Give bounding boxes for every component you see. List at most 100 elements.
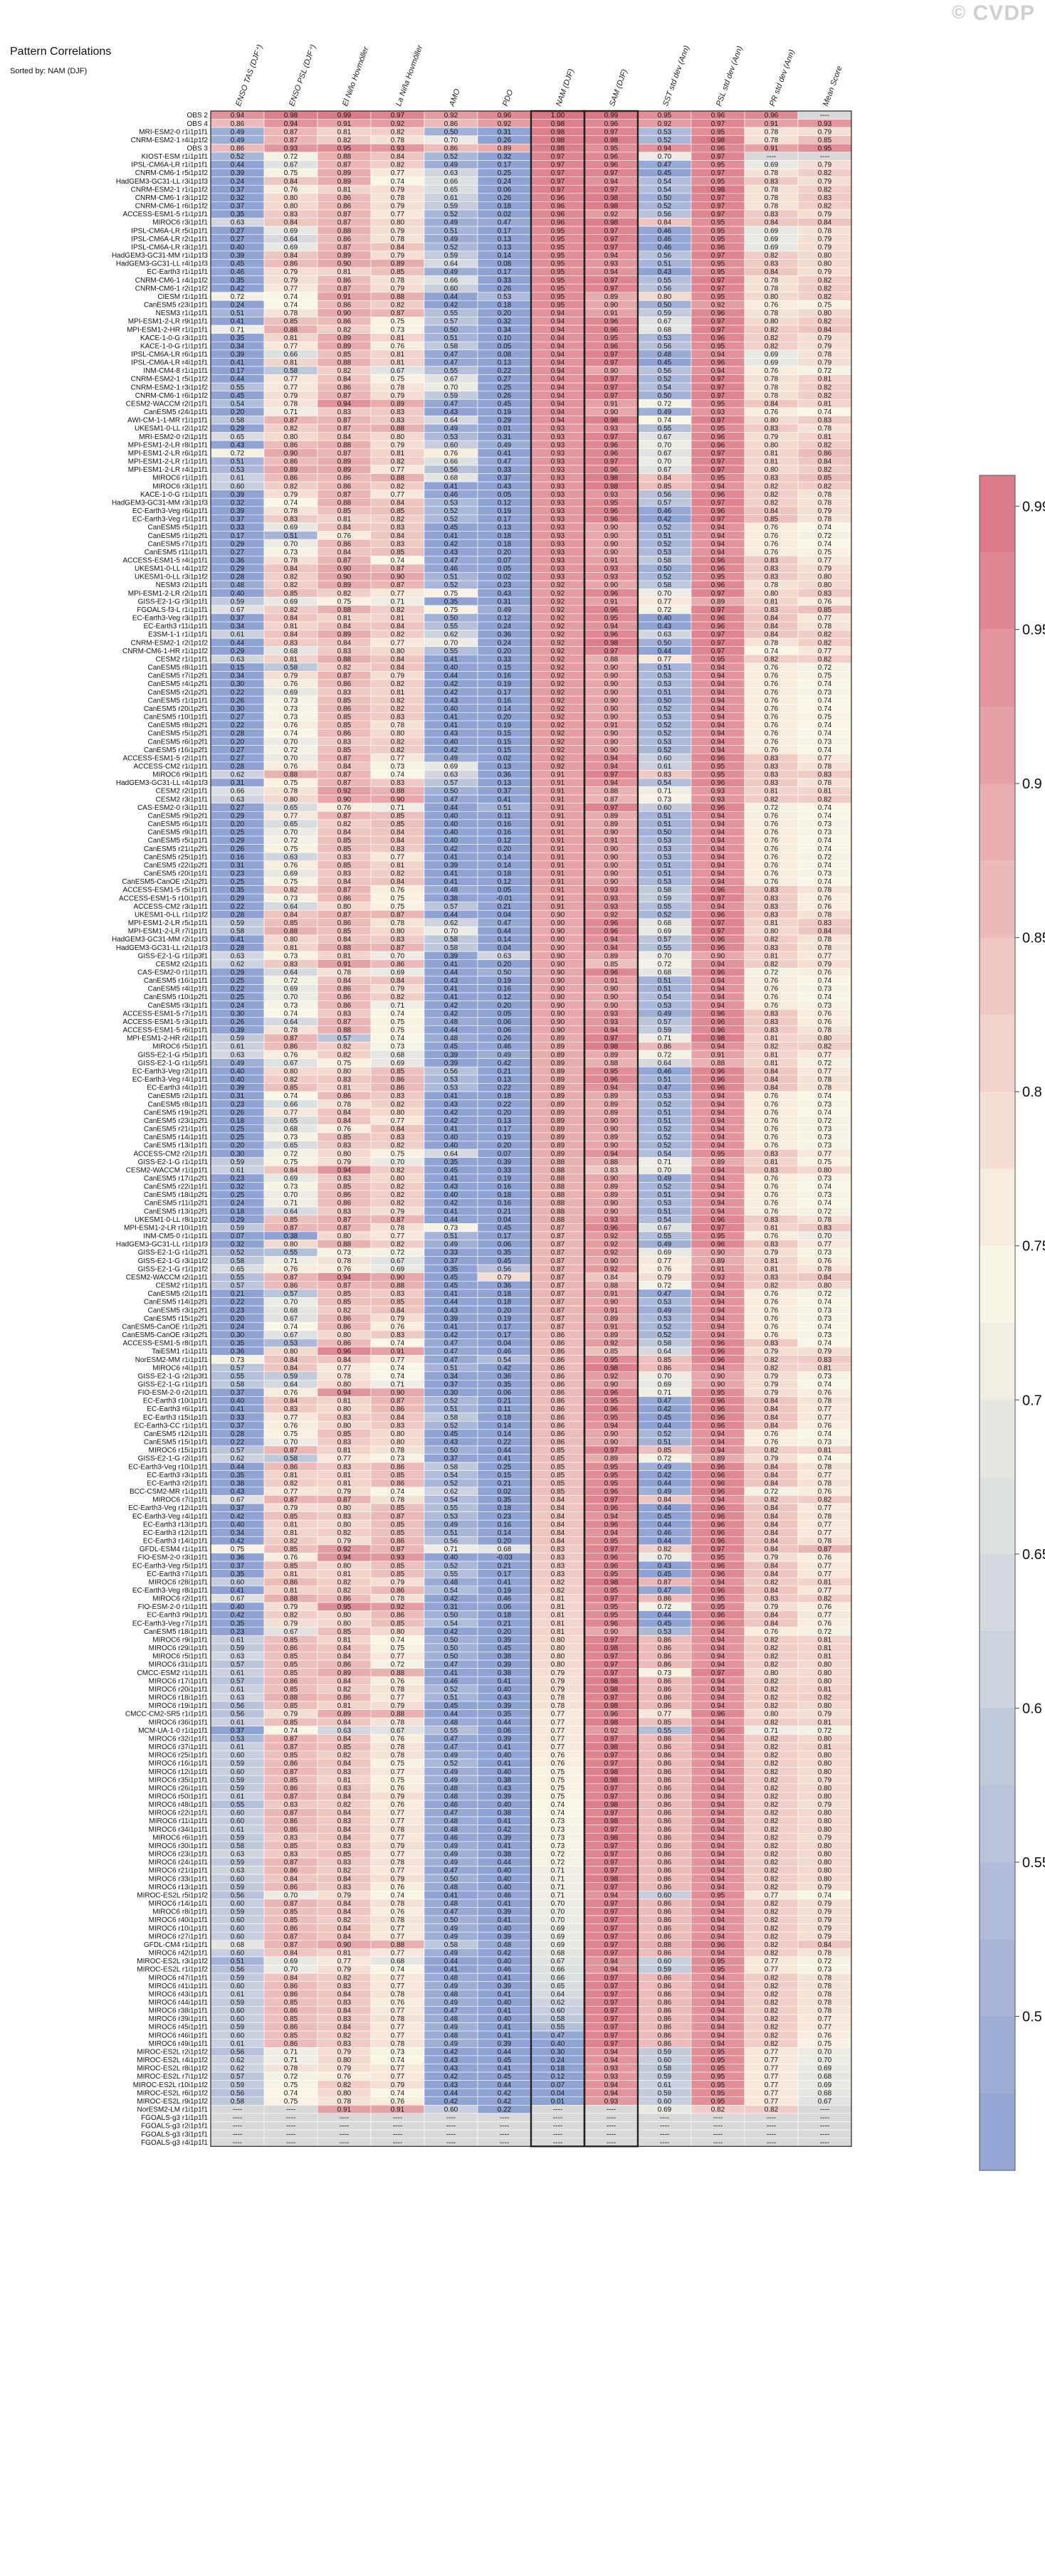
cell-value: 0.41 (498, 1578, 512, 1586)
cell-value: 0.15 (231, 664, 245, 672)
cell-value: 0.73 (818, 738, 832, 746)
cell-value: 0.74 (818, 730, 832, 738)
cell-value: 0.80 (284, 433, 298, 441)
cell-value: 0.97 (604, 1035, 619, 1042)
cell-value: 0.80 (765, 417, 779, 425)
cell-value: 0.37 (444, 1381, 458, 1389)
cell-value: 0.83 (391, 714, 405, 722)
cell-value: 0.56 (444, 1067, 458, 1075)
cell-value: 0.54 (658, 186, 672, 194)
cell-value: 0.90 (604, 1299, 619, 1307)
cell-value: 0.82 (818, 285, 832, 292)
cell-value: 0.51 (444, 1405, 458, 1413)
cell-value: 0.87 (551, 1290, 565, 1298)
cell-value: 0.94 (711, 482, 725, 490)
cell-value: 0.94 (551, 400, 565, 408)
cell-value: 0.25 (231, 1191, 245, 1199)
cell-value: 0.36 (231, 1554, 245, 1562)
cell-value: 0.57 (444, 903, 458, 911)
cell-value: 0.97 (604, 359, 619, 367)
cell-value: 0.74 (391, 1340, 405, 1348)
cell-value: 0.89 (551, 1150, 565, 1158)
cell-value: 0.69 (765, 351, 779, 359)
cell-value: 0.93 (551, 565, 565, 573)
cell-value: 0.52 (658, 746, 672, 754)
cell-value: 0.82 (337, 1578, 352, 1586)
cell-value: 0.81 (818, 1653, 832, 1661)
cell-value: 0.95 (551, 243, 565, 251)
cell-value: 0.78 (818, 911, 832, 919)
cell-value: 0.96 (711, 1472, 725, 1479)
cell-value: 0.94 (551, 376, 565, 384)
cell-value: 0.85 (337, 862, 352, 870)
cell-value: 0.82 (765, 499, 779, 507)
cell-value: 0.89 (604, 812, 619, 820)
cell-value: 0.84 (284, 1166, 298, 1174)
cell-value: 0.47 (658, 162, 672, 169)
cell-value: 0.95 (711, 268, 725, 276)
cell-value: 0.82 (818, 318, 832, 326)
cell-value: 0.72 (658, 1455, 672, 1463)
row-label: MPI-ESM1-2-LR r5i1p1f1 (128, 919, 209, 927)
cell-value: 0.77 (818, 1504, 832, 1512)
cell-value: 0.85 (284, 1702, 298, 1710)
cell-value: 0.75 (444, 590, 458, 598)
cell-value: 0.81 (337, 268, 352, 276)
cell-value: 0.53 (658, 128, 672, 136)
cell-value: 0.96 (711, 1216, 725, 1224)
cell-value: 0.90 (551, 928, 565, 936)
cell-value: 0.94 (551, 318, 565, 326)
cell-value: 0.94 (711, 1134, 725, 1141)
row-label: FIO-ESM-2-0 r2i1p1f1 (138, 1389, 209, 1397)
cell-value: 0.97 (604, 1694, 619, 1702)
cell-value: 0.92 (551, 763, 565, 771)
cell-value: 0.83 (337, 689, 352, 697)
cell-value: 0.79 (765, 1373, 779, 1381)
cell-value: 0.73 (391, 763, 405, 771)
cell-value: 0.39 (231, 507, 245, 515)
cell-value: 0.87 (337, 911, 352, 919)
cell-value: 0.78 (391, 384, 405, 391)
cell-value: 0.86 (337, 277, 352, 285)
row-label: ACCESS-ESM1-5 r4i1p1f1 (123, 557, 209, 565)
cell-value: 0.94 (551, 342, 565, 350)
cell-value: 0.78 (818, 763, 832, 771)
cell-value: 0.27 (231, 227, 245, 235)
cell-value: 0.39 (444, 952, 458, 960)
cell-value: 0.47 (444, 400, 458, 408)
cell-value: 0.96 (711, 310, 725, 317)
cell-value: 0.72 (818, 1060, 832, 1067)
cell-value: 0.04 (498, 1216, 512, 1224)
row-label: CNRM-CM6-1 r5i1p1f2 (135, 169, 209, 177)
cell-value: 0.16 (498, 829, 512, 837)
cell-value: 0.73 (818, 829, 832, 837)
row-label: HadGEM3-GC31-LL r3i1p1f3 (116, 178, 209, 186)
cell-value: 0.96 (604, 450, 619, 458)
cell-value: 0.88 (337, 441, 352, 449)
cell-value: 0.29 (231, 540, 245, 548)
cell-value: 0.79 (818, 565, 832, 573)
cell-value: 0.87 (337, 417, 352, 425)
cell-value: 0.82 (337, 590, 352, 598)
cell-value: 0.44 (444, 1027, 458, 1035)
cell-value: 0.74 (818, 1323, 832, 1331)
cell-value: 0.40 (444, 812, 458, 820)
cell-value: 0.94 (711, 1677, 725, 1685)
cell-value: 0.74 (818, 804, 832, 812)
cell-value: 0.84 (765, 219, 779, 227)
cell-value: 0.91 (604, 400, 619, 408)
cell-value: 0.44 (498, 1447, 512, 1455)
cell-value: 0.81 (551, 1628, 565, 1636)
cell-value: 0.70 (444, 137, 458, 144)
cell-value: 0.76 (765, 722, 779, 729)
cell-value: 0.94 (551, 359, 565, 367)
cell-value: 0.50 (444, 128, 458, 136)
cell-value: 0.83 (391, 1331, 405, 1339)
cell-value: 0.97 (604, 392, 619, 400)
cell-value: 0.91 (604, 722, 619, 729)
cell-value: 0.88 (337, 944, 352, 952)
cell-value: 0.79 (765, 1249, 779, 1257)
row-label: KACE-1-0-G r1i1p1f1 (140, 342, 208, 350)
cell-value: 0.74 (818, 845, 832, 853)
cell-value: 0.76 (765, 870, 779, 878)
